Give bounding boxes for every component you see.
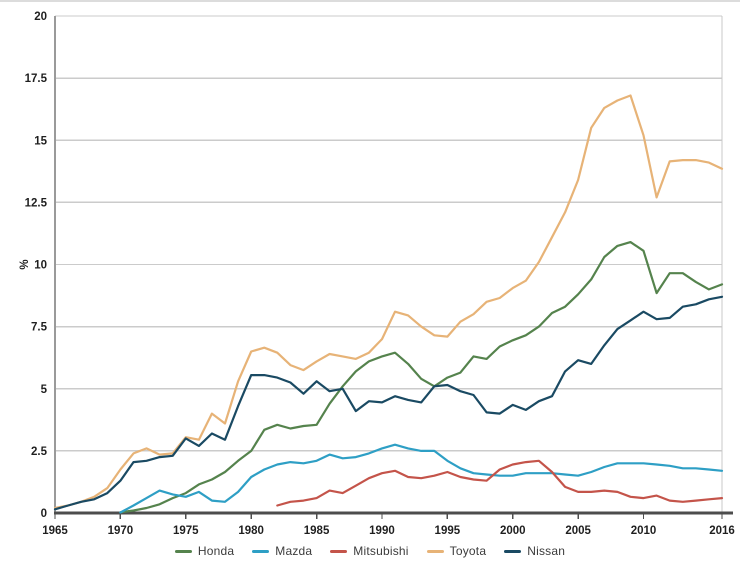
y-tick-label: 5 [41,384,48,396]
series-line-mazda [119,443,724,514]
legend-label: Mitsubishi [353,544,409,558]
legend-item-mitsubishi: Mitsubishi [330,544,408,558]
plot-area: 0 2.5 5 7.5 10 12.5 15 17.5 20 1965 1970 1975 1980 19… [19,11,735,537]
legend-swatch-nissan [504,549,522,553]
y-tick-label: 7.5 [31,322,48,334]
legend-item-toyota: Toyota [426,544,487,558]
legend-item-honda: Honda [174,544,235,558]
series-line-toyota [53,94,724,510]
x-tick-label: 1985 [304,525,330,537]
legend: Honda Mazda Mitsubishi Toyota Nissan [0,544,740,558]
x-tick-label: 1975 [173,525,199,537]
legend-label: Nissan [527,544,566,558]
legend-label: Honda [197,544,235,558]
legend-swatch-mazda [252,549,270,553]
series-line-nissan [53,295,724,511]
series-line-honda [119,241,724,514]
legend-label: Toyota [449,544,487,558]
y-tick-label: 12.5 [25,197,48,209]
legend-item-mazda: Mazda [252,544,312,558]
series-line-mitsubishi [276,459,724,507]
y-tick-label: 20 [34,11,47,23]
legend-item-nissan: Nissan [504,544,565,558]
x-tick-label: 2016 [709,525,735,537]
y-tick-label: 17.5 [25,73,48,85]
legend-label: Mazda [275,544,313,558]
x-tick-label: 2005 [565,525,591,537]
x-tick-label: 2000 [500,525,526,537]
x-tick-label: 1995 [435,525,461,537]
y-tick-label: 15 [34,135,47,147]
legend-swatch-toyota [426,549,444,553]
x-tick-label: 1970 [108,525,134,537]
x-tick-label: 1990 [369,525,395,537]
x-tick-label: 2010 [631,525,657,537]
y-tick-label: 0 [41,508,47,520]
legend-swatch-honda [174,549,192,553]
y-tick-label: 2.5 [31,446,48,458]
x-tick-label: 1980 [238,525,264,537]
legend-swatch-mitsubishi [330,549,348,553]
x-tick-label: 1965 [42,525,68,537]
y-tick-label: 10 [34,260,47,272]
y-axis-title: % [19,259,31,269]
